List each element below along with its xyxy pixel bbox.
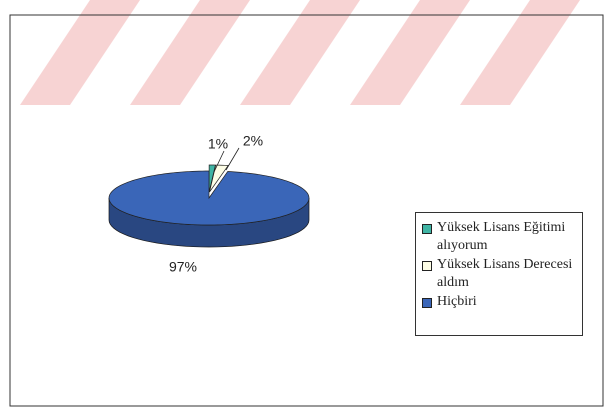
legend: Yüksek Lisans Eğitimi alıyorum Yüksek Lis… (415, 212, 583, 336)
legend-item: Yüksek Lisans Derecesi aldım (422, 256, 578, 292)
data-label: 97% (169, 259, 197, 275)
pie: 1% 2% 97% (108, 133, 310, 275)
legend-swatch (422, 261, 432, 271)
slice (108, 170, 310, 226)
legend-swatch (422, 298, 432, 308)
legend-item: Hiçbiri (422, 293, 578, 311)
data-label: 1% (208, 136, 228, 152)
legend-label: Hiçbiri (437, 294, 477, 309)
leader-line (213, 150, 225, 173)
watermark (20, 0, 580, 105)
legend-label: Yüksek Lisans Eğitimi alıyorum (437, 220, 566, 253)
legend-swatch (422, 224, 432, 234)
leader-line (225, 147, 240, 171)
chart-frame (9, 14, 604, 407)
data-label: 2% (243, 133, 263, 149)
legend-label: Yüksek Lisans Derecesi aldım (437, 257, 573, 290)
legend-item: Yüksek Lisans Eğitimi alıyorum (422, 219, 578, 255)
